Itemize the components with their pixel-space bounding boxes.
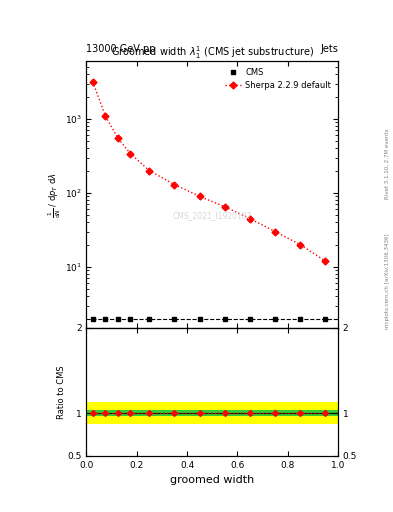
Bar xyxy=(86,402,99,424)
Y-axis label: Ratio to CMS: Ratio to CMS xyxy=(57,365,66,419)
Bar xyxy=(263,410,288,416)
Bar xyxy=(137,402,162,424)
Legend: CMS, Sherpa 2.2.9 default: CMS, Sherpa 2.2.9 default xyxy=(222,66,334,93)
Bar xyxy=(288,402,313,424)
Bar xyxy=(313,410,338,416)
Title: Groomed width $\lambda_1^1$ (CMS jet substructure): Groomed width $\lambda_1^1$ (CMS jet sub… xyxy=(110,44,314,61)
Bar xyxy=(212,410,237,416)
Bar xyxy=(313,402,338,424)
Bar xyxy=(162,410,187,416)
Bar xyxy=(237,410,263,416)
Bar xyxy=(99,410,112,416)
Bar xyxy=(288,410,313,416)
Text: Rivet 3.1.10, 2.7M events: Rivet 3.1.10, 2.7M events xyxy=(385,129,390,199)
Bar xyxy=(212,402,237,424)
Y-axis label: $\frac{1}{\mathrm{d}N}$ / $\mathrm{d}p_T$ $\mathrm{d}\lambda$: $\frac{1}{\mathrm{d}N}$ / $\mathrm{d}p_T… xyxy=(47,172,63,218)
Text: 13000 GeV pp: 13000 GeV pp xyxy=(86,44,156,54)
Bar xyxy=(187,410,212,416)
Bar xyxy=(137,410,162,416)
Bar xyxy=(112,410,124,416)
Bar xyxy=(162,402,187,424)
X-axis label: groomed width: groomed width xyxy=(170,475,254,485)
Bar xyxy=(124,410,137,416)
Bar xyxy=(187,402,212,424)
Bar xyxy=(86,410,99,416)
Bar xyxy=(124,402,137,424)
Text: mcplots.cern.ch [arXiv:1306.3436]: mcplots.cern.ch [arXiv:1306.3436] xyxy=(385,234,390,329)
Bar xyxy=(112,402,124,424)
Bar xyxy=(237,402,263,424)
Bar xyxy=(99,402,112,424)
Bar xyxy=(263,402,288,424)
Text: CMS_2021_I1920187: CMS_2021_I1920187 xyxy=(173,211,252,221)
Text: Jets: Jets xyxy=(320,44,338,54)
